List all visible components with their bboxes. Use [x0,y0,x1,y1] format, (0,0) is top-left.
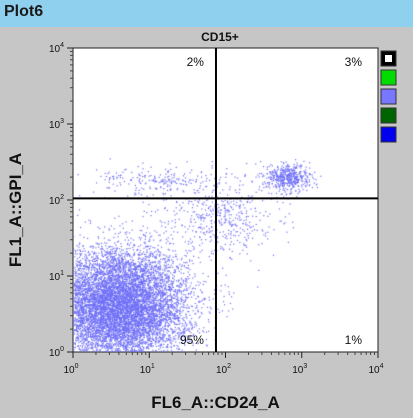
event-points [73,48,378,352]
axis-ticks: 100 101 102 103 104 100 101 102 103 104 [49,42,384,376]
quadrant-label-bottom-right: 1% [345,333,363,347]
quadrant-labels: 2% 3% 95% 1% [180,55,362,347]
y-tick-label: 103 [49,118,64,131]
window-title: Plot6 [4,3,44,20]
x-tick-label: 103 [292,363,307,376]
color-swatch[interactable] [380,50,397,67]
scatter-events [73,48,378,352]
color-swatch[interactable] [380,126,397,143]
color-swatch[interactable] [380,107,397,124]
y-axis-label: FL1_A::GPI_A [6,153,25,267]
x-tick-label: 101 [140,363,155,376]
quadrant-gate [73,48,378,352]
quadrant-label-bottom-left: 95% [180,333,204,347]
y-tick-label: 101 [49,270,64,283]
y-tick-label: 102 [49,194,64,207]
color-swatch[interactable] [380,88,397,105]
x-tick-label: 100 [63,363,78,376]
x-axis-label: FL6_A::CD24_A [151,393,279,412]
x-tick-label: 104 [368,363,383,376]
y-tick-label: 104 [49,42,64,55]
title-bar: Plot6 [0,0,413,27]
quadrant-label-top-left: 2% [187,55,205,69]
x-tick-label: 102 [216,363,231,376]
color-swatch[interactable] [380,69,397,86]
y-tick-label: 100 [49,346,64,359]
color-swatches[interactable] [380,50,397,143]
quadrant-label-top-right: 3% [345,55,363,69]
chart-title: CD15+ [201,30,239,44]
